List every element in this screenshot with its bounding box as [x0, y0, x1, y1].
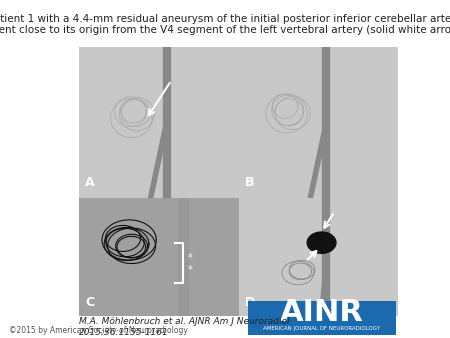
Text: B: B [245, 176, 254, 189]
Circle shape [307, 232, 336, 254]
Text: *
*: * * [187, 253, 192, 275]
Text: D: D [245, 296, 255, 309]
Text: Patient 1 with a 4.4-mm residual aneurysm of the initial posterior inferior cere: Patient 1 with a 4.4-mm residual aneurys… [0, 14, 450, 35]
Text: M.A. Möhlenbruch et al. AJNR Am J Neuroradiol
2015;36:1155-1161: M.A. Möhlenbruch et al. AJNR Am J Neuror… [79, 317, 289, 336]
Text: AMERICAN JOURNAL OF NEURORADIOLOGY: AMERICAN JOURNAL OF NEURORADIOLOGY [263, 326, 380, 331]
Text: C: C [85, 296, 94, 309]
Text: AINR: AINR [280, 298, 364, 327]
Text: ©2015 by American Society of Neuroradiology: ©2015 by American Society of Neuroradiol… [9, 326, 188, 335]
Text: A: A [85, 176, 95, 189]
